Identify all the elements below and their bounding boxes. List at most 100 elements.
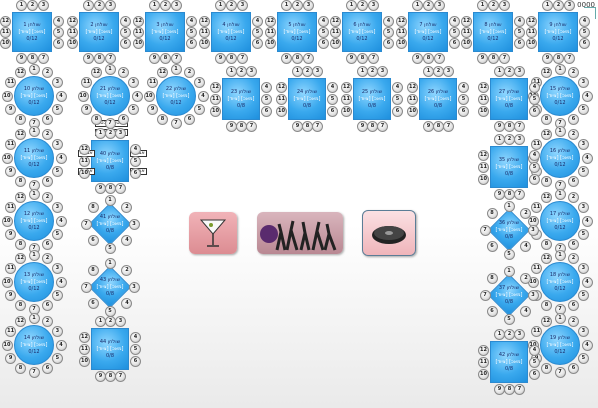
- seat[interactable]: 8: [157, 113, 168, 125]
- table-9[interactable]: שולחן 9 [ציוד] [מאכ] 0/12: [538, 12, 578, 52]
- seat[interactable]: 5: [51, 229, 63, 240]
- seat[interactable]: 1: [28, 312, 40, 324]
- seat[interactable]: 2: [568, 67, 579, 79]
- seat[interactable]: 4: [514, 16, 525, 27]
- seat[interactable]: 3: [115, 128, 126, 139]
- seat[interactable]: 1: [554, 63, 566, 75]
- seat[interactable]: 12: [541, 129, 552, 141]
- seat[interactable]: 12: [15, 253, 26, 265]
- corner-label[interactable]: 0000: [577, 1, 595, 9]
- seat[interactable]: 3: [577, 77, 589, 88]
- seat[interactable]: 5: [529, 162, 540, 173]
- seat[interactable]: 5: [318, 27, 329, 38]
- seat[interactable]: 6: [261, 106, 272, 117]
- seat[interactable]: 5: [51, 290, 63, 301]
- seat[interactable]: 5: [579, 27, 590, 38]
- table-44[interactable]: שולחן 44 [ציוד] [מאכ] 0/8: [91, 328, 129, 370]
- seat[interactable]: 5: [104, 305, 116, 317]
- table-5[interactable]: שולחן 5 [ציוד] [מאכ] 0/12: [277, 12, 317, 52]
- seat[interactable]: 1: [28, 125, 40, 137]
- seat[interactable]: 10: [407, 106, 418, 117]
- seat[interactable]: 6: [568, 238, 579, 250]
- seat[interactable]: 1: [554, 125, 566, 137]
- seat[interactable]: 5: [577, 229, 589, 240]
- seat[interactable]: 1: [83, 0, 94, 11]
- seat[interactable]: 8: [488, 53, 499, 64]
- seat[interactable]: 4: [130, 144, 141, 155]
- seat[interactable]: 1: [215, 0, 226, 11]
- seat[interactable]: 3: [127, 77, 139, 88]
- seat[interactable]: 8: [541, 362, 552, 374]
- seat[interactable]: 1: [503, 265, 515, 277]
- seat[interactable]: 8: [541, 299, 552, 311]
- seat[interactable]: 9: [147, 104, 159, 115]
- seat[interactable]: 4: [131, 90, 143, 102]
- seat[interactable]: 4: [121, 298, 133, 310]
- seat[interactable]: 6: [42, 362, 53, 374]
- seat[interactable]: 8: [423, 53, 434, 64]
- seat[interactable]: 1: [346, 0, 357, 11]
- seat[interactable]: 7: [377, 121, 388, 132]
- seat[interactable]: 10: [1, 152, 13, 164]
- seat[interactable]: 3: [303, 0, 314, 11]
- seat[interactable]: 8: [486, 207, 498, 219]
- seat[interactable]: 3: [38, 0, 49, 11]
- seat[interactable]: 7: [514, 384, 525, 395]
- seat[interactable]: 2: [423, 0, 434, 11]
- seat[interactable]: 7: [105, 53, 116, 64]
- seat[interactable]: 10: [199, 38, 210, 49]
- seat[interactable]: 8: [160, 53, 171, 64]
- seat[interactable]: 9: [357, 121, 368, 132]
- seat[interactable]: 2: [42, 192, 53, 204]
- dj-turntable-picture[interactable]: [362, 210, 416, 256]
- seat[interactable]: 12: [341, 82, 352, 93]
- seat[interactable]: 10: [341, 106, 352, 117]
- seat[interactable]: 8: [15, 238, 26, 250]
- seat[interactable]: 5: [261, 94, 272, 105]
- seat[interactable]: 9: [423, 121, 434, 132]
- seat[interactable]: 3: [128, 281, 140, 293]
- seat[interactable]: 10: [276, 106, 287, 117]
- seat[interactable]: 7: [443, 121, 454, 132]
- seat[interactable]: 4: [55, 276, 67, 288]
- seat[interactable]: 3: [51, 326, 63, 337]
- seat[interactable]: 12: [15, 316, 26, 328]
- seat[interactable]: 4: [318, 16, 329, 27]
- seat[interactable]: 9: [5, 229, 17, 240]
- seat[interactable]: 2: [42, 253, 53, 265]
- seat[interactable]: 6: [186, 38, 197, 49]
- seat[interactable]: 6: [383, 38, 394, 49]
- seat[interactable]: 4: [383, 16, 394, 27]
- seat[interactable]: 5: [577, 290, 589, 301]
- seat[interactable]: 12: [541, 316, 552, 328]
- seat[interactable]: 3: [499, 0, 510, 11]
- table-25[interactable]: שולחן 25 [ציוד] [מאכ] 0/8: [353, 78, 391, 120]
- seat[interactable]: 7: [104, 117, 116, 129]
- seat[interactable]: 3: [514, 66, 525, 77]
- seat[interactable]: 3: [577, 263, 589, 274]
- seat[interactable]: 6: [529, 369, 540, 380]
- seat[interactable]: 12: [0, 16, 11, 27]
- seat[interactable]: 11: [5, 263, 17, 274]
- seat[interactable]: 8: [27, 53, 38, 64]
- seat[interactable]: 8: [553, 53, 564, 64]
- seat[interactable]: 3: [51, 77, 63, 88]
- seat[interactable]: 1: [554, 249, 566, 261]
- seat[interactable]: 10: [1, 90, 13, 102]
- seat[interactable]: 6: [568, 175, 579, 187]
- table-35[interactable]: שולחן 35 [ציוד] [מאכ] 0/8: [490, 146, 528, 188]
- table-1[interactable]: שולחן 1 [ציוד] [מאכ] 0/12: [12, 12, 52, 52]
- seat[interactable]: 9: [16, 53, 27, 64]
- table-40[interactable]: שולחן 40 [ציוד] [מאכ] 0/8: [91, 140, 129, 182]
- seat[interactable]: 3: [514, 329, 525, 340]
- seat[interactable]: 5: [577, 353, 589, 364]
- table-16[interactable]: שולחן 16 [ציוד] [מאכ] 0/12: [540, 138, 580, 178]
- seat[interactable]: 10: [265, 38, 276, 49]
- seat[interactable]: 12: [396, 16, 407, 27]
- seat[interactable]: 4: [581, 90, 593, 102]
- seat[interactable]: 5: [51, 104, 63, 115]
- seat[interactable]: 9: [292, 121, 303, 132]
- seat[interactable]: 8: [105, 183, 116, 194]
- seat[interactable]: 8: [87, 264, 99, 276]
